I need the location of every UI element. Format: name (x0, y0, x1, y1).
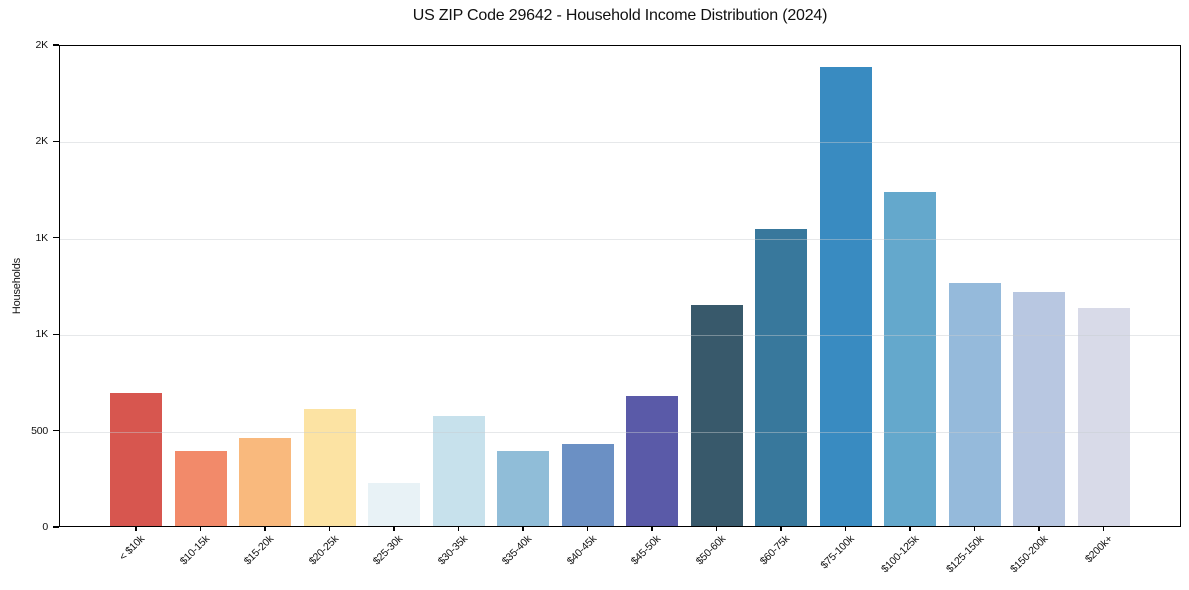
x-tick-mark (393, 526, 395, 531)
x-tick-mark (328, 526, 331, 531)
bar-$200k+ (1077, 308, 1130, 526)
bar-$150-200k (1013, 291, 1065, 526)
x-tick-mark (780, 526, 782, 531)
y-tick-mark (53, 333, 59, 335)
y-tick-label: 1K (35, 231, 49, 244)
x-tick-mark (135, 526, 137, 531)
y-tick-mark (53, 44, 59, 46)
x-tick-label: $25-30k (371, 533, 406, 568)
bar-$50-60k (690, 305, 743, 526)
bar-$125-150k (948, 283, 1001, 526)
y-axis-title: Households (9, 45, 25, 527)
y-tick-label: 1K (35, 328, 49, 341)
bar-$60-75k (755, 229, 807, 526)
y-tick-label: 2K (35, 135, 49, 148)
plot-area: < $10k $10-15k $15-20k $20-25k $25-30k $30-35… (59, 45, 1181, 575)
x-tick-label: $35-40k (500, 533, 535, 568)
x-tick-mark (651, 526, 653, 531)
x-tick-label: < $10k (117, 533, 148, 564)
chart-title: US ZIP Code 29642 - Household Income Dis… (412, 7, 828, 24)
bar-$35-40k (497, 450, 549, 526)
x-tick-label: $125-150k (943, 533, 986, 576)
y-tick-label: 0 (42, 521, 48, 533)
x-tick-mark (909, 526, 911, 531)
x-tick-mark (844, 526, 847, 531)
x-tick-mark (199, 526, 202, 531)
gridline (60, 142, 1180, 144)
bar-$45-50k (626, 395, 678, 526)
gridline (60, 431, 1180, 433)
x-tick-label: $30-35k (435, 533, 470, 568)
x-tick-label: $45-50k (629, 533, 664, 568)
x-tick-mark (973, 526, 976, 531)
x-tick-mark (522, 526, 524, 531)
x-tick-mark (715, 526, 718, 531)
x-tick-label: $40-45k (564, 533, 599, 568)
bar-$15-20k (239, 438, 291, 526)
x-tick-label: $50-60k (693, 533, 728, 568)
x-tick-label: $100-125k (879, 533, 922, 576)
y-tick-label: 500 (31, 424, 48, 437)
x-tick-mark (457, 526, 460, 531)
bar-$25-30k (368, 482, 420, 526)
x-tick-mark (586, 526, 589, 531)
x-tick-mark (264, 526, 266, 531)
gridline (60, 335, 1180, 337)
y-axis-title-text: Households (11, 257, 23, 315)
x-tick-label: $150-200k (1008, 533, 1051, 576)
y-tick-mark (53, 430, 59, 432)
x-tick-label: $10-15k (177, 533, 212, 568)
bar-$20-25k (303, 409, 356, 526)
x-tick-mark (1102, 526, 1105, 531)
bar-$10-15k (174, 450, 227, 526)
x-tick-label: $60-75k (758, 533, 793, 568)
y-tick-mark (53, 140, 59, 142)
bar-$100-125k (884, 191, 936, 526)
x-tick-label: $20-25k (306, 533, 341, 568)
bar-$75-100k (819, 67, 872, 526)
x-tick-label: $15-20k (242, 533, 277, 568)
gridline (60, 238, 1180, 240)
x-tick-mark (1038, 526, 1040, 531)
bar-$30-35k (432, 416, 485, 526)
x-tick-label: $200k+ (1082, 533, 1115, 566)
y-tick-mark (53, 526, 59, 528)
y-tick-mark (53, 237, 59, 239)
bar-< $10k (110, 392, 162, 526)
x-tick-label: $75-100k (818, 533, 857, 572)
bar-$40-45k (561, 444, 614, 526)
y-tick-label: 2K (35, 39, 49, 51)
